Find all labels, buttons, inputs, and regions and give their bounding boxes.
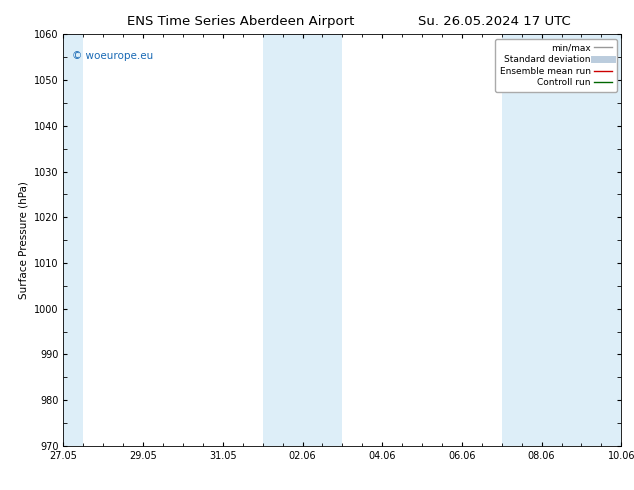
Y-axis label: Surface Pressure (hPa): Surface Pressure (hPa)	[18, 181, 29, 299]
Bar	[63, 34, 83, 446]
Text: ENS Time Series Aberdeen Airport: ENS Time Series Aberdeen Airport	[127, 15, 354, 28]
Legend: min/max, Standard deviation, Ensemble mean run, Controll run: min/max, Standard deviation, Ensemble me…	[495, 39, 617, 92]
Text: © woeurope.eu: © woeurope.eu	[72, 51, 153, 61]
Text: Su. 26.05.2024 17 UTC: Su. 26.05.2024 17 UTC	[418, 15, 571, 28]
Bar	[262, 34, 342, 446]
Bar	[501, 34, 621, 446]
